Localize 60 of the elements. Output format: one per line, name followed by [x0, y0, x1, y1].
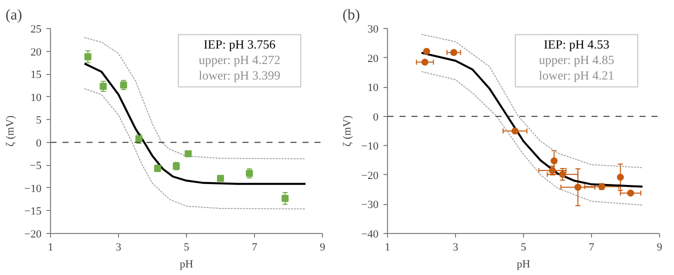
point — [217, 174, 224, 182]
point — [550, 157, 558, 164]
y-tick-label: −10 — [24, 182, 42, 195]
line-series — [84, 88, 306, 210]
x-tick-label: 7 — [588, 242, 595, 254]
point — [574, 184, 582, 191]
annotation: IEP: pH 4.53 — [544, 38, 610, 52]
annotation: upper: pH 4.272 — [198, 53, 280, 68]
line-series — [421, 71, 643, 206]
point — [450, 49, 458, 56]
annotation: lower: pH 4.21 — [538, 68, 614, 82]
x-tick-label: 3 — [452, 242, 459, 254]
y-tick-label: 10 — [30, 92, 42, 104]
x-tick-label: 3 — [116, 242, 122, 254]
x-tick-label: 1 — [384, 242, 390, 254]
point — [184, 150, 192, 158]
point — [100, 82, 107, 90]
y-tick-label: 30 — [368, 24, 379, 36]
y-tick-label: −20 — [24, 228, 42, 240]
point — [616, 174, 624, 181]
y-tick-label: −40 — [361, 228, 379, 240]
chart-title: (b) — [342, 8, 360, 24]
x-tick-label: 1 — [48, 242, 54, 254]
y-tick-label: 15 — [30, 69, 42, 82]
y-tick-label: 20 — [368, 52, 379, 65]
y-tick-label: 10 — [368, 82, 379, 94]
y-tick-label: −20 — [361, 170, 379, 182]
point — [627, 190, 634, 197]
x-tick-label: 5 — [520, 242, 527, 254]
point — [120, 81, 128, 88]
line-series — [420, 52, 644, 188]
x-axis-title: pH — [516, 258, 530, 270]
x-tick-label: 9 — [320, 242, 326, 254]
y-tick-label: 0 — [36, 137, 42, 150]
point — [423, 48, 430, 55]
point — [84, 53, 92, 60]
annotation: IEP: pH 3.756 — [204, 38, 276, 52]
y-axis-title: ζ (mV) — [341, 115, 354, 147]
y-tick-label: 0 — [373, 111, 379, 124]
chart-title: (a) — [6, 8, 22, 24]
line-series — [84, 37, 306, 160]
y-tick-label: −5 — [30, 160, 42, 172]
y-tick-label: −30 — [361, 199, 379, 212]
y-tick-label: 5 — [36, 114, 42, 127]
x-tick-label: 9 — [656, 242, 663, 254]
annotation: upper: pH 4.85 — [538, 53, 614, 68]
x-tick-label: 7 — [252, 242, 258, 254]
point — [282, 194, 289, 202]
point — [559, 170, 566, 178]
line-series — [421, 34, 643, 168]
x-axis-title: pH — [180, 258, 194, 270]
y-tick-label: −15 — [24, 206, 42, 218]
annotation: lower: pH 3.399 — [198, 68, 280, 82]
y-axis-title: ζ (mV) — [4, 115, 16, 147]
y-tick-label: 25 — [30, 24, 42, 36]
y-tick-label: 20 — [30, 46, 42, 58]
y-tick-label: −10 — [361, 140, 379, 153]
point — [421, 58, 428, 66]
x-tick-label: 5 — [184, 242, 190, 254]
point — [512, 128, 518, 134]
